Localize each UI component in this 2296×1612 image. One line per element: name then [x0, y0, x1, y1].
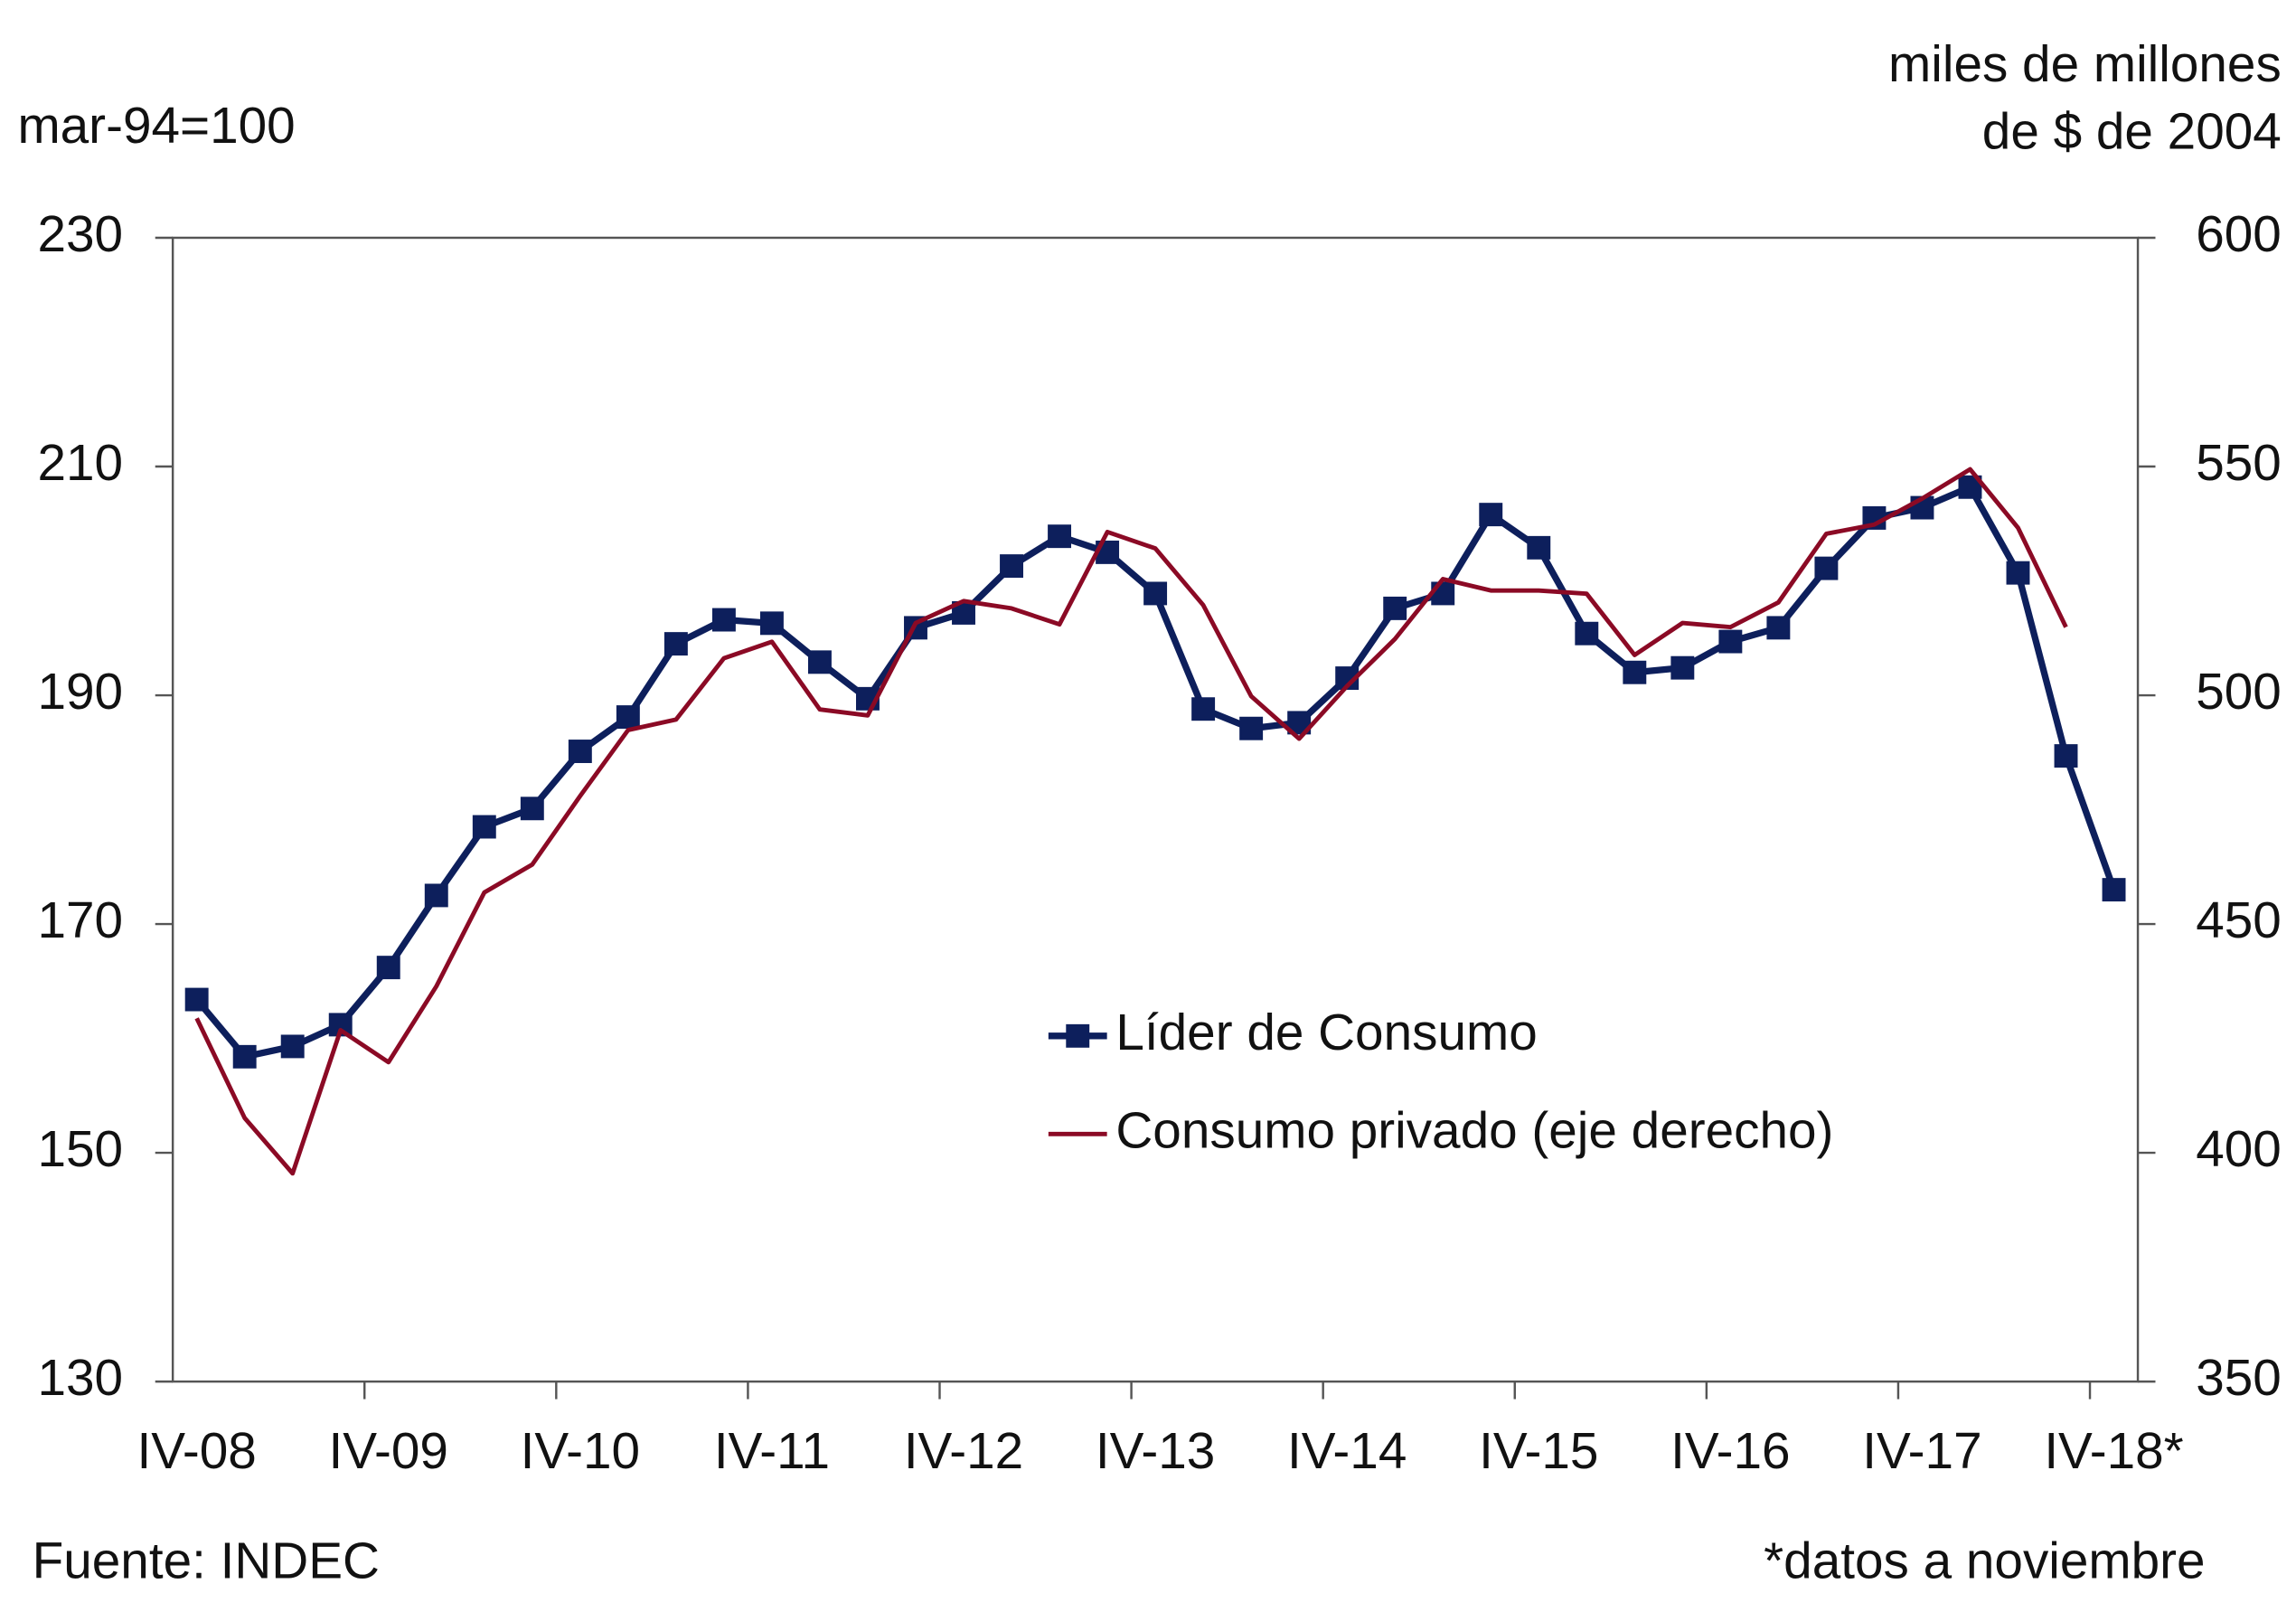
legend-marker — [1066, 1023, 1090, 1048]
x-tick-label: IV-15 — [1479, 1423, 1598, 1480]
series-line — [194, 467, 2068, 1176]
y-tick-label: 210 — [37, 435, 123, 492]
marker — [1623, 660, 1647, 684]
legend-label: Líder de Consumo — [1115, 1004, 1537, 1061]
marker — [424, 883, 448, 908]
marker — [1479, 503, 1503, 527]
x-tick-label: IV-17 — [1862, 1423, 1981, 1480]
legend-label: Consumo privado (eje derecho) — [1115, 1102, 1833, 1159]
y-tick-label: 130 — [37, 1350, 123, 1407]
marker — [184, 987, 209, 1012]
x-tick-label: IV-16 — [1670, 1423, 1790, 1480]
marker — [376, 956, 400, 980]
marker — [1766, 616, 1791, 640]
marker — [1143, 581, 1168, 606]
marker — [1670, 655, 1695, 680]
marker — [1718, 629, 1743, 654]
source: Fuente: INDEC — [33, 1533, 380, 1590]
x-tick-label: IV-12 — [904, 1423, 1023, 1480]
marker — [568, 740, 592, 763]
x-tick-label: IV-11 — [714, 1423, 830, 1480]
marker — [232, 1044, 257, 1069]
marker — [663, 632, 688, 656]
y2-axis-label: miles de millones — [1888, 36, 2282, 93]
y-tick-label: 190 — [37, 664, 123, 721]
y2-tick-label: 600 — [2196, 206, 2282, 263]
marker — [520, 797, 544, 821]
x-tick-label: IV-13 — [1096, 1423, 1215, 1480]
x-tick-label: IV-10 — [521, 1423, 640, 1480]
marker — [1431, 581, 1455, 606]
marker — [807, 650, 832, 674]
marker — [1527, 535, 1551, 560]
marker — [1575, 621, 1599, 646]
marker — [1239, 716, 1264, 740]
y2-tick-label: 500 — [2196, 664, 2282, 721]
marker — [759, 611, 784, 636]
y2-tick-label: 400 — [2196, 1121, 2282, 1178]
marker — [616, 705, 640, 730]
marker — [1191, 697, 1216, 721]
x-tick-label: IV-18* — [2044, 1423, 2183, 1480]
marker — [2102, 878, 2126, 902]
note: *datos a noviembre — [1764, 1533, 2205, 1590]
marker — [2054, 744, 2078, 768]
y2-tick-label: 450 — [2196, 892, 2282, 949]
x-tick-label: IV-14 — [1287, 1423, 1407, 1480]
x-tick-label: IV-09 — [329, 1423, 448, 1480]
marker — [711, 608, 736, 632]
plot-frame — [171, 236, 2140, 1383]
y2-tick-label: 350 — [2196, 1350, 2282, 1407]
marker — [1814, 556, 1839, 580]
marker — [1383, 596, 1407, 620]
y-axis-label: mar-94=100 — [17, 98, 295, 155]
y-tick-label: 150 — [37, 1121, 123, 1178]
marker — [1048, 524, 1072, 549]
marker — [280, 1034, 305, 1059]
y2-axis-label: de $ de 2004 — [1982, 104, 2282, 161]
y2-tick-label: 550 — [2196, 435, 2282, 492]
marker — [2006, 561, 2030, 585]
marker — [472, 815, 496, 839]
y-tick-label: 230 — [37, 206, 123, 263]
x-tick-label: IV-08 — [136, 1423, 256, 1480]
marker — [1000, 554, 1023, 579]
y-tick-label: 170 — [37, 892, 123, 949]
